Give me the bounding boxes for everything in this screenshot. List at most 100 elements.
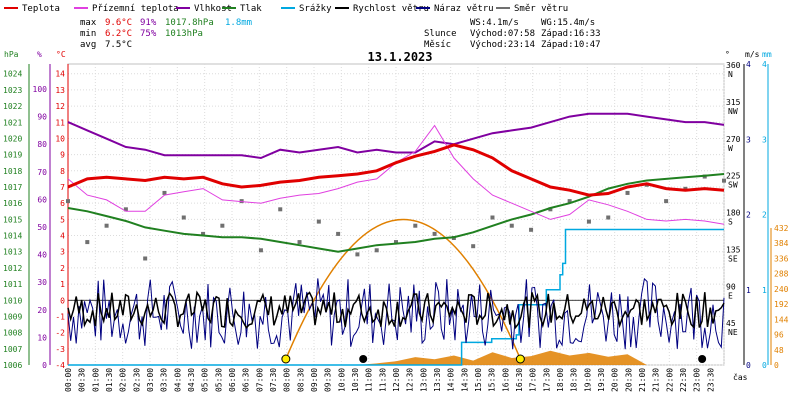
- celsius-tick-label: 14: [55, 70, 65, 79]
- hpa-tick-label: 1015: [3, 215, 22, 224]
- mm-tick-label: 4: [762, 60, 767, 69]
- percent-tick-label: 50: [37, 223, 47, 232]
- wind-speed-line: [67, 290, 725, 330]
- moon-set: Západ:10:47: [541, 40, 601, 50]
- hpa-tick-label: 1017: [3, 183, 22, 192]
- x-tick-label: 12:00: [392, 368, 401, 392]
- wind-direction-point: [297, 240, 302, 245]
- humidity-line: [67, 112, 725, 160]
- x-tick-label: 23:30: [706, 368, 715, 392]
- wind-direction-point: [220, 223, 225, 228]
- percent-tick-label: 90: [37, 113, 47, 122]
- celsius-tick-label: 10: [55, 134, 65, 143]
- wind-direction-point: [664, 199, 669, 204]
- mm-tick-label: 2: [762, 211, 767, 220]
- stat-max-hum: 91%: [140, 18, 157, 28]
- hpa-tick-label: 1007: [3, 345, 22, 354]
- x-tick-label: 07:30: [269, 368, 278, 392]
- degree-tick-label: 270: [726, 135, 741, 144]
- hpa-tick-label: 1019: [3, 151, 22, 160]
- wind-direction-point: [66, 199, 70, 204]
- wind-direction-point: [548, 207, 553, 212]
- direction-tick-label: W: [728, 144, 733, 153]
- hpa-tick-label: 1024: [3, 70, 22, 79]
- sun-label: Slunce: [424, 29, 457, 39]
- wind-direction-point: [374, 248, 379, 253]
- rad-tick-label: 384: [774, 239, 789, 248]
- wind-direction-point: [181, 215, 186, 220]
- wind-direction-point: [316, 219, 321, 224]
- x-tick-label: 16:00: [501, 368, 510, 392]
- x-tick-label: 02:30: [132, 368, 141, 392]
- wind-direction-point: [529, 227, 534, 232]
- rad-tick-label: 96: [774, 331, 784, 340]
- wind-direction-point: [432, 231, 437, 236]
- stat-max-label: max: [80, 18, 97, 28]
- hpa-tick-label: 1023: [3, 86, 22, 95]
- x-tick-label: 10:30: [351, 368, 360, 392]
- axis-x-label: čas: [733, 372, 748, 382]
- chart-title: 13.1.2023: [367, 50, 432, 64]
- percent-tick-label: 70: [37, 168, 47, 177]
- axes: 1006100710081009101010111012101310141015…: [3, 60, 789, 392]
- hpa-tick-label: 1018: [3, 167, 22, 176]
- hpa-tick-label: 1012: [3, 264, 22, 273]
- degree-tick-label: 225: [726, 172, 741, 181]
- hpa-tick-label: 1008: [3, 329, 22, 338]
- rad-tick-label: 240: [774, 285, 789, 294]
- percent-tick-label: 20: [37, 306, 47, 315]
- legend: Teplota Přízemní teplota Vlhkost Tlak Srážky…: [4, 4, 568, 14]
- stat-min-temp: 6.2°C: [105, 29, 132, 39]
- degree-tick-label: 135: [726, 245, 741, 254]
- wind-direction-point: [143, 256, 148, 261]
- x-tick-label: 17:30: [542, 368, 551, 392]
- wind-direction-point: [471, 244, 476, 249]
- x-tick-label: 11:30: [378, 368, 387, 392]
- hpa-tick-label: 1006: [3, 361, 22, 370]
- hpa-tick-label: 1022: [3, 102, 22, 111]
- celsius-tick-label: 11: [55, 118, 65, 127]
- celsius-tick-label: 8: [60, 167, 65, 176]
- mm-tick-label: 3: [762, 135, 767, 144]
- celsius-tick-label: -1: [55, 312, 65, 321]
- ms-tick-label: 2: [746, 211, 751, 220]
- legend-label: Přízemní teplota: [92, 4, 179, 14]
- direction-tick-label: NE: [728, 328, 738, 337]
- x-tick-label: 05:00: [201, 368, 210, 392]
- celsius-tick-label: 6: [60, 199, 65, 208]
- x-tick-label: 22:30: [679, 368, 688, 392]
- stat-avg-label: avg: [80, 40, 96, 50]
- x-tick-label: 12:30: [406, 368, 415, 392]
- stat-avg-temp: 7.5°C: [105, 40, 132, 50]
- x-tick-label: 15:30: [488, 368, 497, 392]
- hpa-tick-label: 1020: [3, 134, 22, 143]
- celsius-tick-label: -4: [55, 361, 65, 370]
- stat-max-press: 1017.8hPa: [165, 18, 214, 28]
- legend-label: Vlhkost: [194, 4, 232, 14]
- moon-rise: Východ:23:14: [470, 40, 535, 50]
- direction-tick-label: S: [728, 218, 733, 227]
- x-tick-label: 07:00: [255, 368, 264, 392]
- celsius-tick-label: 7: [60, 183, 65, 192]
- moonrise-marker: [698, 355, 707, 363]
- ms-tick-label: 0: [746, 361, 751, 370]
- wind-direction-point: [355, 252, 360, 257]
- wind-direction-point: [394, 240, 398, 245]
- ms-tick-label: 1: [746, 286, 751, 295]
- percent-tick-label: 40: [37, 251, 47, 260]
- axis-percent-label: %: [37, 50, 42, 59]
- hpa-tick-label: 1014: [3, 232, 22, 241]
- stats-block: max 9.6°C 91% 1017.8hPa 1.8mm min 6.2°C …: [80, 18, 252, 50]
- celsius-tick-label: 13: [55, 86, 65, 95]
- x-tick-label: 06:30: [242, 368, 251, 392]
- x-tick-label: 00:30: [78, 368, 87, 392]
- sunset-marker: [515, 354, 525, 364]
- x-tick-label: 00:00: [64, 368, 73, 392]
- x-tick-label: 21:00: [638, 368, 647, 392]
- x-tick-label: 08:30: [296, 368, 305, 392]
- wind-direction-point: [509, 223, 514, 228]
- ms-tick-label: 4: [746, 60, 751, 69]
- x-tick-label: 04:30: [187, 368, 196, 392]
- rad-tick-label: 0: [774, 361, 779, 370]
- x-tick-label: 10:00: [337, 368, 346, 392]
